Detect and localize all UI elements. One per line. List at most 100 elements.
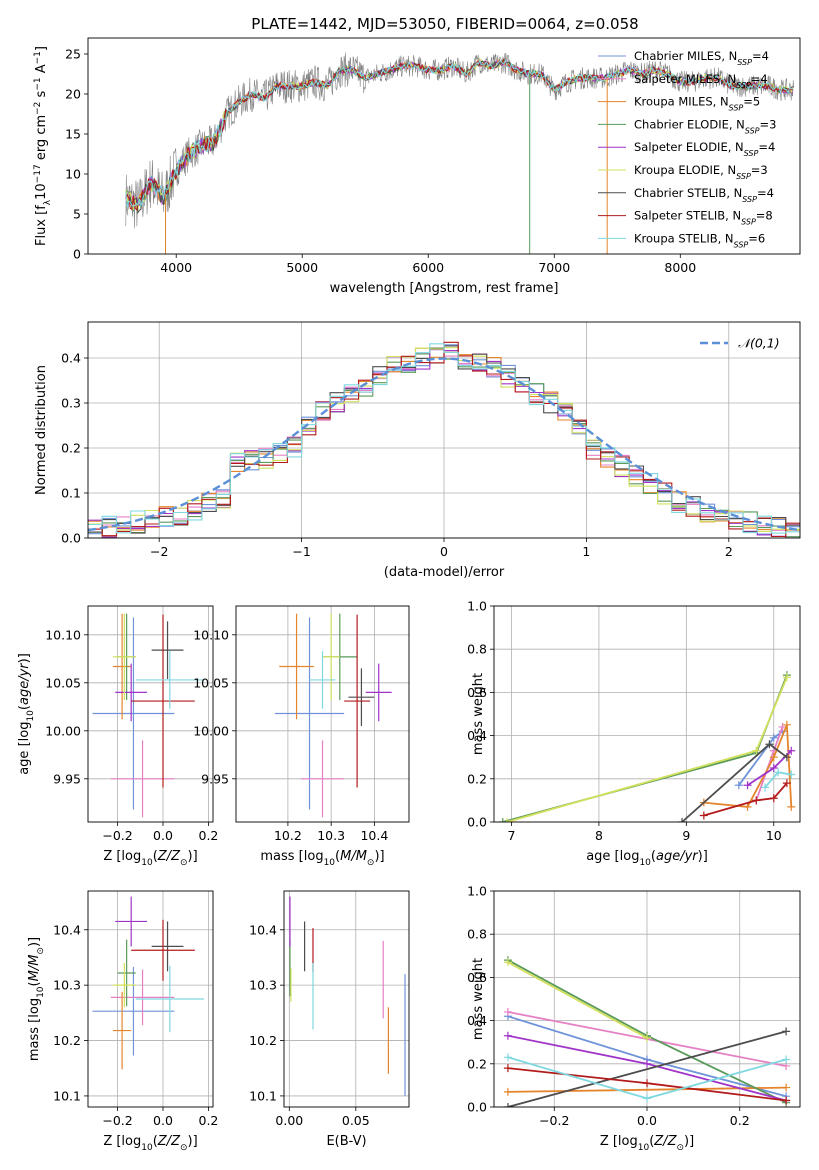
x-axis-label: Z [log10(Z/Z⊙)] [103, 1134, 197, 1153]
axes-frame [235, 605, 410, 823]
y-tick-label: 0.4 [61, 351, 81, 366]
x-axis-label: E(B-V) [326, 1134, 366, 1149]
y-axis-label: mass [log10(M/M⊙)] [27, 937, 46, 1061]
weight-marker [643, 1094, 651, 1103]
panel-residuals: −2 −1 0 1 2 0.0 0.1 0.2 0.3 0.4 (data-model)/error… [34, 321, 801, 580]
weight-marker [503, 1007, 512, 1016]
weight-marker [503, 1064, 512, 1073]
weight-marker [769, 764, 778, 772]
x-tick-label: 0 [440, 544, 448, 559]
x-tick-label: 0.0 [153, 1113, 173, 1128]
y-tick-label: 0.1 [61, 486, 81, 501]
y-tick-label: 10.05 [45, 675, 81, 690]
legend-entry: Chabrier ELODIE, NSSP=3 [634, 117, 776, 135]
y-tick-label: 0.0 [61, 531, 81, 546]
y-tick-label: 0.4 [467, 728, 487, 743]
y-tick-label: 10 [65, 167, 81, 182]
y-tick-label: 20 [65, 87, 81, 102]
panel-mass_vs_Z: −0.2 0.0 0.2 10.1 10.2 10.3 10.4 Z [log10(Z/Z⊙)… [27, 890, 219, 1153]
x-axis-label: mass [log10(M/M⊙)] [260, 849, 384, 868]
x-tick-label: 8000 [664, 260, 696, 275]
y-tick-label: 10.05 [193, 675, 229, 690]
x-tick-label: 10.2 [274, 828, 302, 843]
weight-marker [769, 753, 778, 762]
weight-marker [643, 1033, 651, 1042]
panel-mass_vs_EBV: 0.00 0.05 10.1 10.2 10.3 10.4 E(B-V) [249, 890, 410, 1149]
x-axis-label: age [log10(age/yr)] [586, 849, 708, 868]
weight-marker [782, 1055, 791, 1064]
y-tick-label: 10.3 [53, 978, 81, 993]
weight-line [507, 1030, 787, 1107]
panel-weight_vs_age: 7 8 9 10 0.0 0.2 0.4 0.6 0.8 1.0 age [log10(age/yr… [467, 599, 801, 868]
y-tick-label: 0.2 [467, 1056, 487, 1071]
y-tick-label: 9.95 [53, 771, 81, 786]
weight-marker [677, 818, 686, 822]
x-axis-label: Z [log10(Z/Z⊙)] [600, 1134, 694, 1153]
weight-marker [503, 1053, 512, 1062]
y-tick-label: 10.3 [249, 978, 277, 993]
x-tick-label: −0.2 [539, 1113, 569, 1128]
weight-marker [503, 958, 512, 967]
x-tick-label: 0.2 [730, 1113, 750, 1128]
x-tick-label: −0.2 [102, 828, 132, 843]
legend-entry: Kroupa ELODIE, NSSP=3 [634, 163, 768, 181]
y-tick-label: 0.4 [467, 1013, 487, 1028]
legend-entry: Salpeter ELODIE, NSSP=4 [634, 140, 775, 158]
weight-line [703, 782, 788, 817]
x-tick-label: 4000 [160, 260, 192, 275]
weight-marker [498, 818, 507, 822]
legend-entry: Chabrier MILES, NSSP=4 [634, 49, 769, 67]
x-tick-label: 9 [682, 828, 690, 843]
weight-marker [503, 1103, 512, 1107]
weight-marker [782, 1096, 791, 1105]
weight-marker [787, 746, 796, 755]
x-tick-label: 0.05 [342, 1113, 370, 1128]
x-tick-label: 0.2 [199, 1113, 219, 1128]
axes-frame [493, 605, 801, 823]
y-tick-label: 1.0 [467, 884, 487, 899]
y-tick-label: 10.2 [249, 1033, 277, 1048]
y-tick-label: 0.0 [467, 815, 487, 830]
weight-marker [782, 753, 791, 762]
x-tick-label: 0.0 [637, 1113, 657, 1128]
x-tick-label: 10 [766, 828, 782, 843]
weight-marker [643, 1059, 651, 1068]
y-tick-label: 0.8 [467, 927, 487, 942]
weight-marker [734, 781, 743, 790]
x-tick-label: 7000 [538, 260, 570, 275]
model-line [125, 58, 793, 211]
weight-marker [699, 811, 708, 820]
legend-entry: Kroupa STELIB, NSSP=6 [634, 231, 765, 249]
weight-line [507, 961, 648, 1039]
y-tick-label: 10.00 [193, 723, 229, 738]
legend-entry: Chabrier STELIB, NSSP=4 [634, 186, 774, 204]
legend-entry: Salpeter MILES, NSSP=4 [634, 72, 768, 90]
weight-marker [787, 770, 796, 779]
y-tick-label: 10.1 [249, 1088, 277, 1103]
x-tick-label: 6000 [412, 260, 444, 275]
weight-marker [503, 818, 512, 822]
weight-marker [782, 673, 791, 682]
y-axis-label: mass weight [471, 958, 486, 1040]
axes-frame [283, 890, 410, 1108]
weight-marker [752, 746, 761, 755]
x-axis-label: (data-model)/error [384, 565, 505, 580]
y-tick-label: 0 [73, 247, 81, 262]
x-tick-label: −0.2 [102, 1113, 132, 1128]
y-tick-label: 0.8 [467, 642, 487, 657]
figure-title: PLATE=1442, MJD=53050, FIBERID=0064, z=0… [251, 15, 638, 33]
axes-frame [87, 890, 214, 1108]
x-tick-label: 0.0 [153, 828, 173, 843]
histogram-step [88, 343, 800, 534]
weight-marker [782, 779, 791, 788]
y-tick-label: 10.1 [53, 1088, 81, 1103]
y-tick-label: 9.95 [201, 771, 229, 786]
weight-marker [743, 802, 752, 811]
legend-entry: Salpeter STELIB, NSSP=8 [634, 209, 773, 227]
weight-line [502, 674, 788, 822]
x-axis-label: wavelength [Angstrom, rest frame] [330, 281, 559, 296]
axes-frame [87, 321, 801, 539]
weight-marker [765, 740, 774, 749]
y-axis-label: Normed distribution [34, 365, 49, 495]
weight-marker [782, 720, 791, 729]
